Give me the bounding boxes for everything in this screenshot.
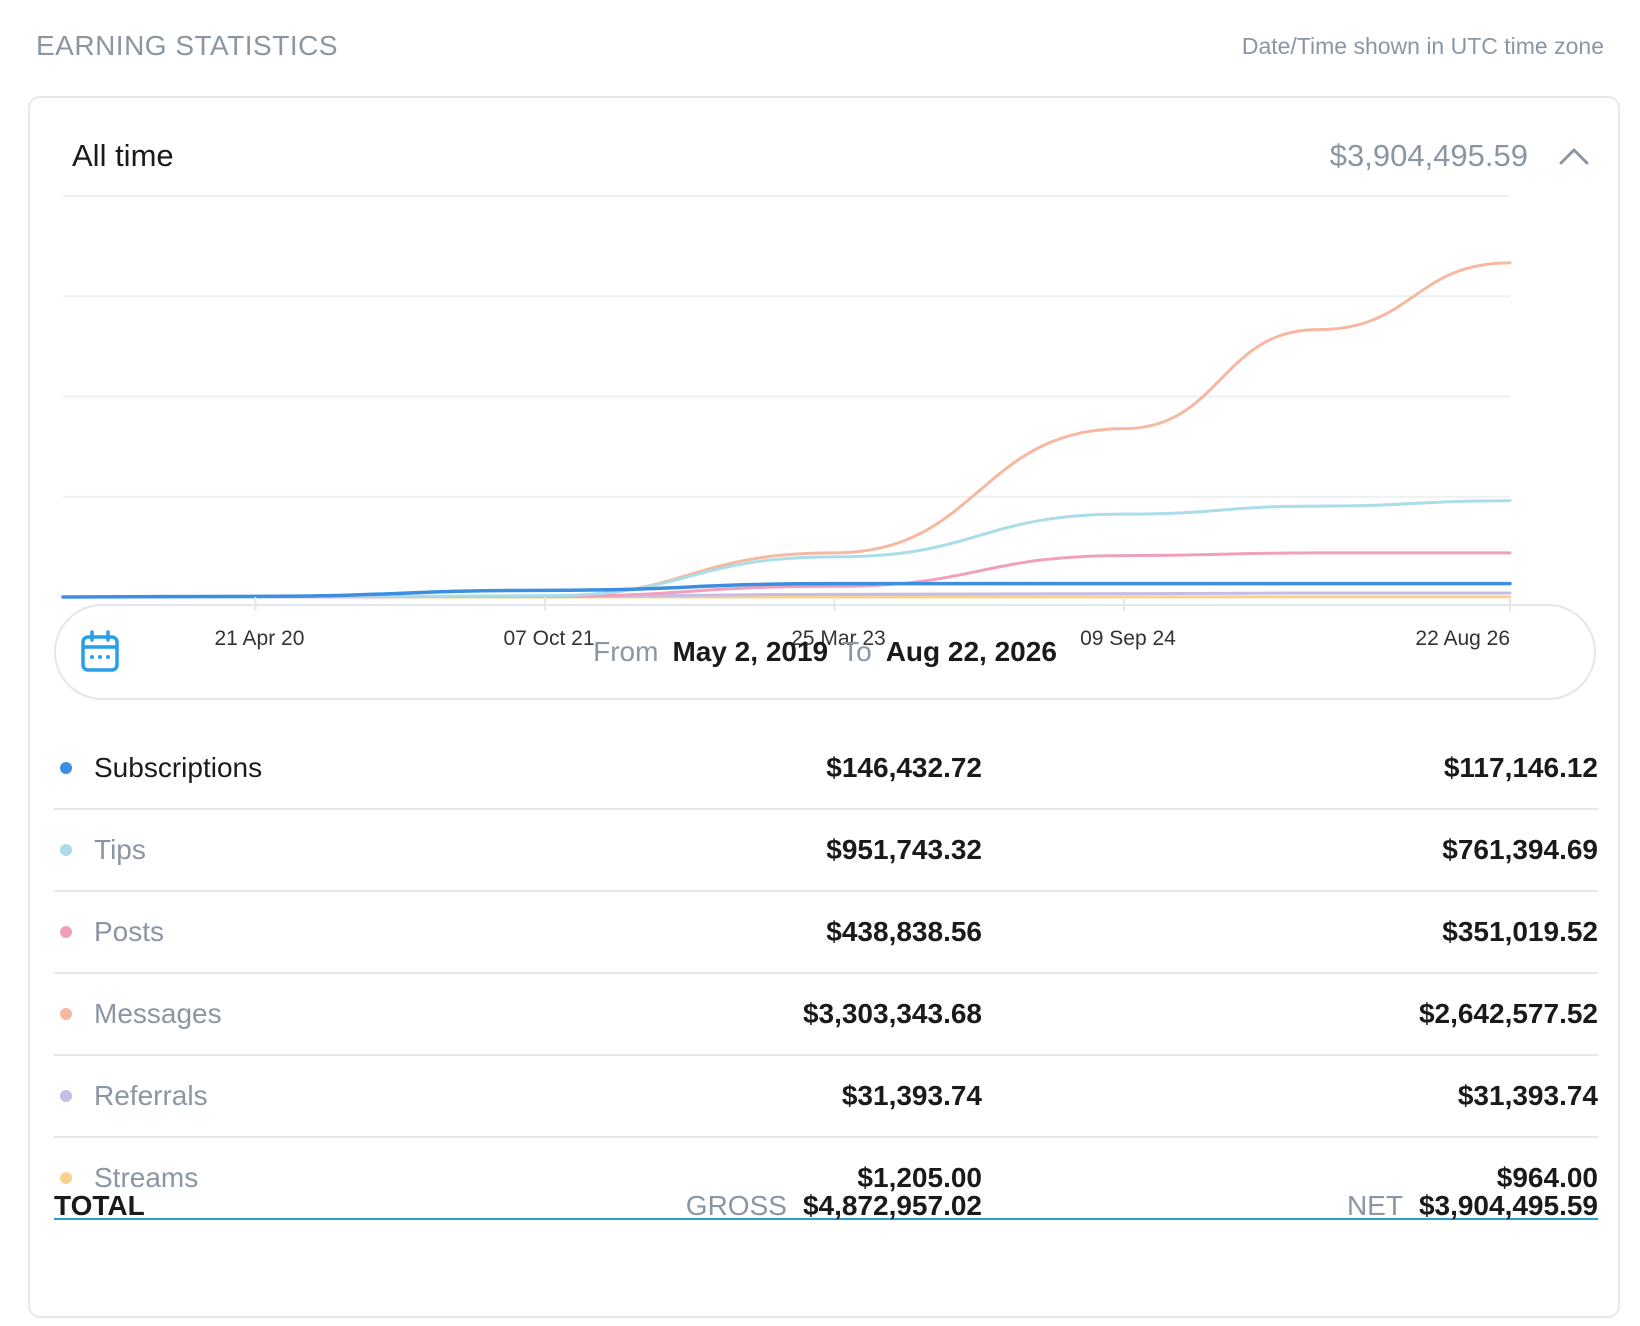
gross-amount: $951,743.32: [826, 834, 982, 865]
page-title: EARNING STATISTICS: [36, 30, 338, 61]
category-label: Messages: [94, 998, 222, 1029]
legend-dot: [60, 1008, 72, 1020]
earnings-card: All time $3,904,495.59 21 Apr 20 07 Oct 2…: [28, 96, 1620, 1318]
calendar-icon: [81, 630, 119, 672]
earnings-chart: 21 Apr 20 07 Oct 21 25 Mar 23 09 Sep 24 22 A…: [30, 188, 1622, 678]
from-date: May 2, 2019: [672, 636, 829, 667]
net-amount: $31,393.74: [1457, 1080, 1598, 1111]
category-label: Referrals: [94, 1080, 208, 1111]
category-row-messages[interactable]: Messages $3,303,343.68 $2,642,577.52: [54, 974, 1598, 1056]
category-row-streams[interactable]: Streams $1,205.00 $964.00: [54, 1138, 1598, 1220]
category-label: Streams: [94, 1162, 199, 1193]
card-header[interactable]: All time $3,904,495.59: [72, 128, 1594, 184]
legend-dot: [60, 926, 72, 938]
page-header: EARNING STATISTICS Date/Time shown in UT…: [36, 26, 1604, 66]
to-date: Aug 22, 2026: [885, 636, 1057, 667]
series-line-messages: [61, 261, 1512, 599]
chevron-up-icon: [1559, 148, 1589, 165]
from-label: From: [593, 636, 659, 667]
to-label: To: [842, 636, 872, 667]
date-range-picker[interactable]: From May 2, 2019 To Aug 22, 2026: [54, 604, 1596, 700]
gross-tag: GROSS: [685, 1190, 787, 1221]
legend-dot: [60, 1172, 72, 1184]
gross-amount: $438,838.56: [826, 916, 982, 947]
gross-amount: $31,393.74: [841, 1080, 982, 1111]
total-gross-amount: $4,872,957.02: [802, 1190, 982, 1221]
category-label: Tips: [94, 834, 146, 865]
category-row-subscriptions[interactable]: Subscriptions $146,432.72 $117,146.12: [54, 728, 1598, 810]
category-label: Subscriptions: [94, 752, 263, 783]
gross-amount: $1,205.00: [857, 1162, 982, 1193]
chart-svg: 21 Apr 20 07 Oct 21 25 Mar 23 09 Sep 24 22 A…: [61, 195, 1512, 650]
timezone-note: Date/Time shown in UTC time zone: [1241, 32, 1604, 59]
net-tag: NET: [1346, 1190, 1403, 1221]
category-row-tips[interactable]: Tips $951,743.32 $761,394.69: [54, 810, 1598, 892]
gross-amount: $3,303,343.68: [802, 998, 982, 1029]
x-tick-label: 07 Oct 21: [503, 627, 594, 650]
category-row-posts[interactable]: Posts $438,838.56 $351,019.52: [54, 892, 1598, 974]
x-tick-label: 09 Sep 24: [1080, 627, 1176, 650]
legend-dot: [60, 844, 72, 856]
net-amount: $964.00: [1496, 1162, 1598, 1193]
total-label: TOTAL: [54, 1190, 145, 1221]
series-line-subscriptions: [61, 581, 1512, 599]
legend-dot: [60, 762, 72, 774]
legend-dot: [60, 1090, 72, 1102]
net-amount: $2,642,577.52: [1418, 998, 1598, 1029]
category-label: Posts: [94, 916, 165, 947]
x-tick-label: 25 Mar 23: [791, 627, 886, 650]
earnings-table: Subscriptions $146,432.72 $117,146.12 Ti…: [54, 728, 1598, 1220]
net-amount: $761,394.69: [1442, 834, 1598, 865]
header-total-amount: $3,904,495.59: [1329, 138, 1528, 173]
net-amount: $117,146.12: [1443, 752, 1598, 783]
total-net-amount: $3,904,495.59: [1418, 1190, 1598, 1221]
x-tick-label: 22 Aug 26: [1415, 627, 1510, 650]
net-amount: $351,019.52: [1442, 916, 1598, 947]
collapse-button[interactable]: [1554, 136, 1594, 176]
gross-amount: $146,432.72: [826, 752, 982, 783]
total-row: TOTAL GROSS $4,872,957.02 NET $3,904,495…: [54, 1164, 1598, 1248]
x-tick-label: 21 Apr 20: [215, 627, 305, 650]
category-row-referrals[interactable]: Referrals $31,393.74 $31,393.74: [54, 1056, 1598, 1138]
period-label: All time: [72, 138, 174, 173]
